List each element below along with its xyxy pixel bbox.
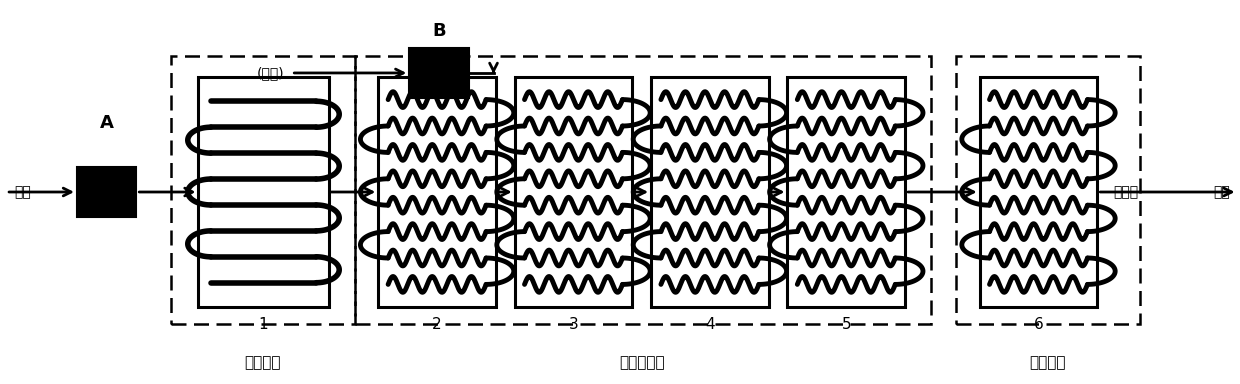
Bar [515, 77, 632, 307]
Text: 1: 1 [259, 317, 268, 332]
Text: 5: 5 [842, 317, 851, 332]
Text: 4: 4 [706, 317, 714, 332]
Bar [956, 56, 1140, 324]
Text: 6: 6 [1034, 317, 1043, 332]
Bar [409, 48, 469, 98]
Bar [171, 56, 355, 324]
Bar [787, 77, 905, 307]
Text: 预热模块: 预热模块 [244, 355, 281, 371]
Bar [77, 167, 136, 217]
Bar [980, 77, 1097, 307]
Text: A: A [99, 114, 114, 132]
Bar [355, 56, 931, 324]
Text: 2: 2 [433, 317, 441, 332]
Text: 后处理: 后处理 [1114, 185, 1138, 199]
Text: 物料: 物料 [14, 185, 31, 199]
Text: 反应模块组: 反应模块组 [620, 355, 665, 371]
Bar [198, 77, 329, 307]
Text: 降温模块: 降温模块 [1029, 355, 1066, 371]
Bar [651, 77, 769, 307]
Text: B: B [433, 22, 445, 40]
Text: (氢气): (氢气) [257, 66, 284, 80]
Text: 3: 3 [569, 317, 578, 332]
Bar [378, 77, 496, 307]
Text: 产品: 产品 [1213, 185, 1230, 199]
